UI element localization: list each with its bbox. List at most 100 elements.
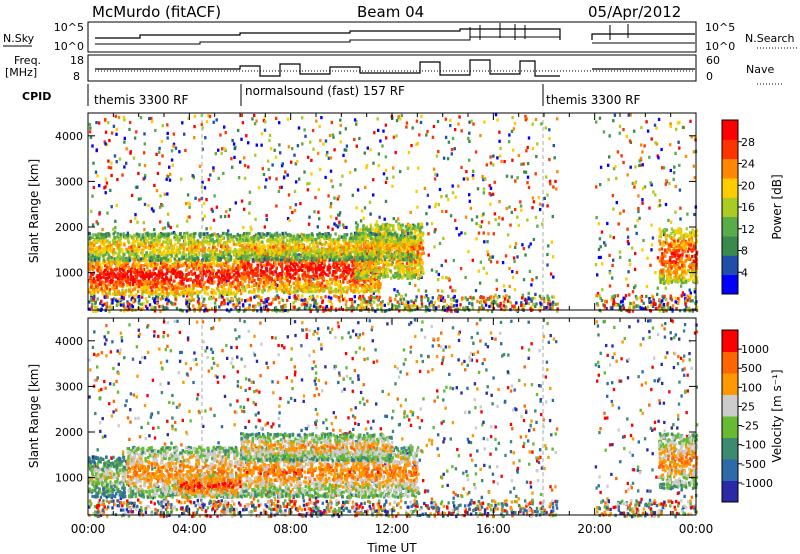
echo-cell bbox=[115, 289, 118, 293]
scatter-cell bbox=[311, 294, 315, 298]
echo-cell bbox=[89, 285, 93, 289]
scatter-cell bbox=[264, 185, 267, 189]
scatter-cell bbox=[342, 225, 346, 229]
scatter-cell bbox=[329, 309, 332, 313]
echo-cell bbox=[133, 264, 136, 268]
echo-cell bbox=[94, 288, 98, 292]
scatter-cell bbox=[669, 143, 672, 147]
echo-cell bbox=[230, 285, 233, 289]
scatter-cell bbox=[325, 304, 328, 309]
scatter-cell bbox=[677, 140, 680, 144]
cpid-segment-1: themis 3300 RF bbox=[94, 93, 188, 107]
scatter-cell bbox=[257, 303, 261, 307]
scatter-cell bbox=[689, 119, 692, 123]
echo-cell bbox=[328, 263, 331, 267]
scatter-cell bbox=[275, 177, 278, 181]
echo-cell bbox=[127, 289, 131, 294]
scatter-cell bbox=[434, 228, 437, 232]
scatter-cell bbox=[253, 113, 256, 118]
scatter-cell bbox=[301, 294, 304, 298]
echo-cell bbox=[176, 262, 180, 267]
echo-cell bbox=[165, 271, 169, 275]
echo-cell bbox=[145, 271, 148, 275]
scatter-cell bbox=[193, 136, 196, 140]
scatter-cell bbox=[674, 210, 677, 214]
scatter-cell bbox=[599, 296, 602, 300]
echo-cell bbox=[159, 271, 162, 275]
scatter-cell bbox=[611, 194, 615, 198]
scatter-cell bbox=[275, 116, 278, 120]
scatter-cell bbox=[231, 297, 234, 301]
echo-cell bbox=[257, 263, 260, 267]
echo-cell bbox=[365, 289, 368, 294]
echo-cell bbox=[285, 271, 289, 275]
scatter-cell bbox=[419, 120, 423, 125]
scatter-cell bbox=[499, 146, 502, 151]
scatter-cell bbox=[353, 295, 356, 299]
scatter-cell bbox=[508, 205, 511, 209]
scatter-cell bbox=[641, 248, 644, 252]
scatter-cell bbox=[486, 309, 489, 313]
scatter-cell bbox=[477, 231, 481, 235]
scatter-cell bbox=[505, 206, 508, 211]
echo-cell bbox=[170, 283, 174, 287]
scatter-cell bbox=[313, 210, 316, 214]
echo-cell bbox=[389, 269, 392, 273]
scatter-cell bbox=[92, 185, 95, 190]
echo-cell bbox=[283, 277, 286, 281]
echo-cell bbox=[191, 292, 194, 296]
echo-cell bbox=[167, 286, 170, 290]
echo-cell bbox=[175, 286, 178, 290]
echo-cell bbox=[298, 277, 301, 281]
scatter-cell bbox=[345, 148, 348, 152]
scatter-cell bbox=[446, 157, 450, 161]
scatter-cell bbox=[595, 120, 598, 124]
scatter-cell bbox=[311, 298, 314, 302]
scatter-cell bbox=[526, 145, 529, 150]
echo-cell bbox=[288, 288, 292, 292]
scatter-cell bbox=[449, 214, 453, 218]
echo-cell bbox=[273, 277, 277, 281]
scatter-cell bbox=[467, 250, 470, 254]
scatter-cell bbox=[458, 233, 461, 237]
scatter-cell bbox=[444, 117, 447, 121]
scatter-cell bbox=[424, 309, 428, 313]
echo-cell bbox=[205, 274, 208, 278]
echo-cell bbox=[90, 278, 93, 283]
echo-cell bbox=[364, 287, 368, 291]
echo-cell bbox=[289, 285, 293, 289]
echo-cell bbox=[141, 293, 144, 297]
scatter-cell bbox=[298, 253, 301, 257]
echo-cell bbox=[89, 290, 92, 294]
scatter-cell bbox=[425, 133, 428, 137]
echo-cell bbox=[199, 268, 202, 272]
echo-cell bbox=[119, 284, 122, 288]
echo-cell bbox=[214, 274, 218, 278]
echo-cell bbox=[133, 287, 137, 291]
scatter-cell bbox=[364, 305, 367, 309]
scatter-cell bbox=[301, 142, 304, 146]
scatter-cell bbox=[210, 307, 214, 311]
scatter-cell bbox=[695, 305, 698, 309]
scatter-cell bbox=[368, 296, 372, 300]
echo-cell bbox=[340, 263, 343, 267]
echo-cell bbox=[278, 284, 281, 288]
scatter-cell bbox=[655, 142, 659, 146]
scatter-cell bbox=[649, 181, 652, 185]
scatter-cell bbox=[687, 306, 691, 310]
scatter-cell bbox=[361, 294, 365, 298]
scatter-cell bbox=[200, 185, 204, 189]
scatter-cell bbox=[275, 204, 278, 208]
echo-cell bbox=[188, 284, 191, 288]
echo-cell bbox=[116, 280, 120, 284]
scatter-cell bbox=[614, 303, 618, 308]
scatter-cell bbox=[494, 113, 498, 117]
echo-cell bbox=[310, 284, 313, 288]
echo-cell bbox=[231, 281, 234, 286]
echo-cell bbox=[126, 270, 130, 274]
echo-cell bbox=[198, 290, 201, 294]
scatter-cell bbox=[632, 301, 636, 305]
echo-cell bbox=[154, 266, 157, 270]
scatter-cell bbox=[545, 175, 548, 179]
